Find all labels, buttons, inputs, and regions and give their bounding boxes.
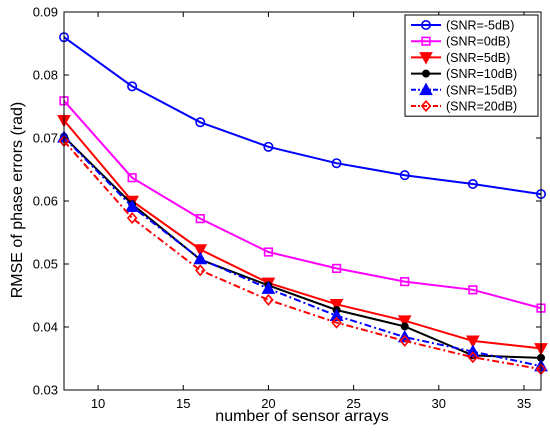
legend-item-snr-15db: (SNR=15dB) <box>411 82 517 97</box>
series-line <box>63 119 542 350</box>
legend-marker <box>421 36 431 46</box>
legend-label: (SNR=20dB) <box>446 100 517 114</box>
data-point <box>127 81 138 92</box>
data-point <box>263 293 274 306</box>
data-point <box>466 344 480 357</box>
data-point <box>127 173 137 183</box>
legend-box <box>404 14 539 117</box>
legend-marker <box>419 82 433 96</box>
y-tick-label: 0.04 <box>33 320 58 335</box>
data-point <box>467 351 479 364</box>
data-point <box>331 316 342 329</box>
data-point <box>331 158 342 169</box>
legend-label: (SNR=10dB) <box>446 67 517 81</box>
data-point <box>329 299 344 312</box>
legend-label: (SNR=-5dB) <box>446 19 514 33</box>
data-point <box>193 244 208 257</box>
data-point <box>195 264 206 277</box>
series-line <box>63 135 542 359</box>
y-axis-label: RMSE of phase errors (rad) <box>9 102 26 299</box>
series-snr-20db <box>58 135 547 376</box>
data-point <box>331 263 342 274</box>
data-point <box>400 322 409 331</box>
y-tick-label: 0.03 <box>33 383 58 398</box>
legend: (SNR=-5dB) (SNR=0dB) (SNR=5dB) (SNR=10dB) (S… <box>404 14 539 117</box>
data-point <box>193 251 208 265</box>
data-point <box>399 170 410 181</box>
legend-marker <box>421 69 430 78</box>
data-point <box>195 214 205 224</box>
x-tick-label: 10 <box>91 396 105 411</box>
y-tick-label: 0.07 <box>33 131 58 146</box>
legend-marker <box>420 19 431 30</box>
legend-item-snr-0db: (SNR=0dB) <box>411 35 510 49</box>
data-point <box>397 315 412 328</box>
x-tick-label: 35 <box>517 396 531 411</box>
data-point <box>263 247 274 257</box>
legend-marker <box>420 99 432 113</box>
x-tick-label: 20 <box>261 396 275 411</box>
axes-layer: 10 15 20 25 30 35 0.03 0.04 0.05 0.06 0.07 0.08 0.09 <box>33 5 542 411</box>
series-snr-5db <box>57 115 548 356</box>
data-point <box>261 281 276 294</box>
series-snr-10db <box>59 132 545 362</box>
data-point <box>399 334 410 347</box>
legend-label: (SNR=5dB) <box>446 51 510 65</box>
data-point <box>263 141 274 152</box>
x-tick-label: 15 <box>176 396 190 411</box>
y-tick-label: 0.09 <box>33 5 58 20</box>
legend-marker <box>419 52 433 65</box>
data-point <box>468 285 478 295</box>
data-point <box>125 199 139 212</box>
legend-item-snr-5db: (SNR=5dB) <box>411 51 510 65</box>
data-point <box>466 335 480 349</box>
legend-item-snr-5db: (SNR=-5dB) <box>411 19 514 33</box>
legend-label: (SNR=15dB) <box>446 83 517 97</box>
data-point <box>400 277 410 287</box>
y-tick-label: 0.05 <box>33 257 58 272</box>
x-axis-label: number of sensor arrays <box>215 408 388 425</box>
legend-item-snr-20db: (SNR=20dB) <box>411 100 517 114</box>
data-point <box>467 178 478 189</box>
y-tick-label: 0.06 <box>33 194 58 209</box>
legend-label: (SNR=0dB) <box>446 35 510 49</box>
series-line <box>63 36 542 196</box>
data-point <box>195 117 206 128</box>
y-tick-label: 0.08 <box>33 68 58 83</box>
x-tick-label: 25 <box>346 396 360 411</box>
data-point <box>126 211 138 225</box>
legend-item-snr-10db: (SNR=10dB) <box>411 67 517 81</box>
series-line <box>63 100 542 310</box>
series-line <box>63 136 542 368</box>
x-tick-label: 30 <box>432 396 446 411</box>
data-point <box>329 308 344 321</box>
series-snr-15db <box>57 130 548 372</box>
